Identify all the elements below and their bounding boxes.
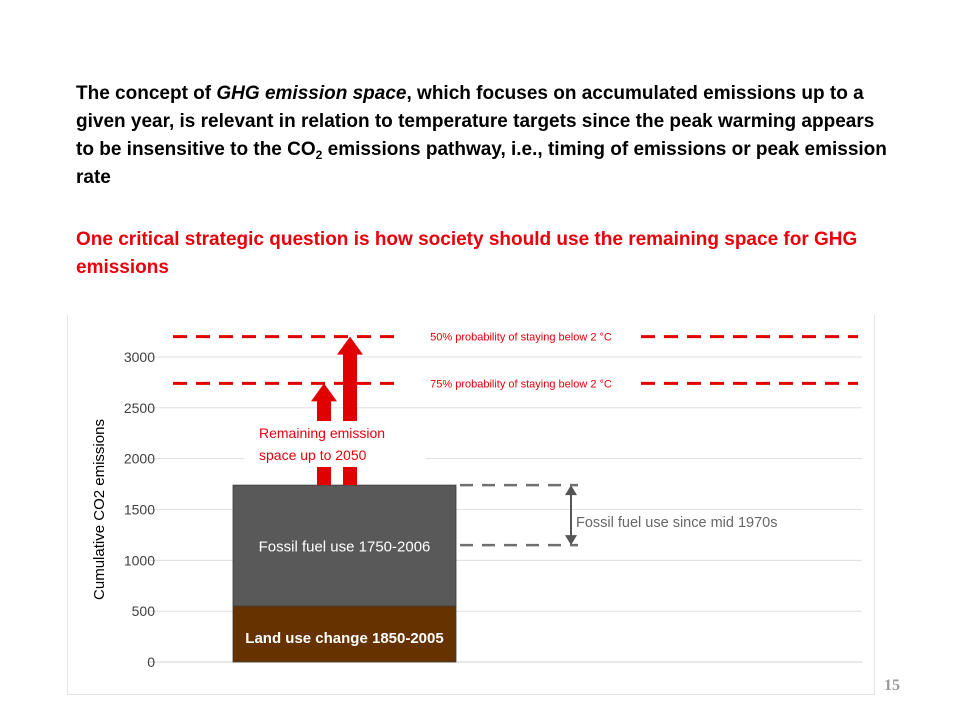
y-tick-label-1500: 1500 xyxy=(124,502,155,518)
remaining-arrow-1-head xyxy=(311,383,337,402)
y-tick-label-3000: 3000 xyxy=(124,349,155,365)
threshold-label-75: 75% probability of staying below 2 °C xyxy=(430,378,612,390)
bar-label-land-use-change: Land use change 1850-2005 xyxy=(245,630,443,647)
bar-segment-fossil-fuel xyxy=(232,484,457,607)
fossil-since-arrow-head-down xyxy=(565,535,577,546)
strategic-question: One critical strategic question is how s… xyxy=(76,229,858,278)
bar-label-fossil-fuel: Fossil fuel use 1750-2006 xyxy=(259,539,431,556)
page-number: 15 xyxy=(884,677,900,694)
fossil-since-label: Fossil fuel use since mid 1970s xyxy=(576,515,778,531)
y-tick-label-0: 0 xyxy=(147,654,155,670)
threshold-label-50: 50% probability of staying below 2 °C xyxy=(430,332,612,344)
fossil-since-arrow-head-up xyxy=(565,485,577,496)
slide-heading: The concept of GHG emission space, which… xyxy=(76,83,887,188)
remaining-label-backdrop xyxy=(244,421,426,467)
remaining-label-line-2: space up to 2050 xyxy=(259,447,367,463)
y-tick-label-1000: 1000 xyxy=(124,552,155,568)
emission-space-chart: 0 500 1000 1500 2000 2500 3000 Cumulative CO2 e… xyxy=(91,332,862,670)
y-tick-label-2000: 2000 xyxy=(124,451,155,467)
chart-frame: 0 500 1000 1500 2000 2500 3000 Cumulative CO2 e… xyxy=(67,315,875,695)
y-tick-label-500: 500 xyxy=(132,603,156,619)
y-tick-label-2500: 2500 xyxy=(124,400,155,416)
bar-segment-land-use-change xyxy=(232,605,457,663)
remaining-arrow-2-head xyxy=(337,336,363,355)
y-axis-label: Cumulative CO2 emissions xyxy=(91,419,108,600)
remaining-label-line-1: Remaining emission xyxy=(259,425,385,441)
